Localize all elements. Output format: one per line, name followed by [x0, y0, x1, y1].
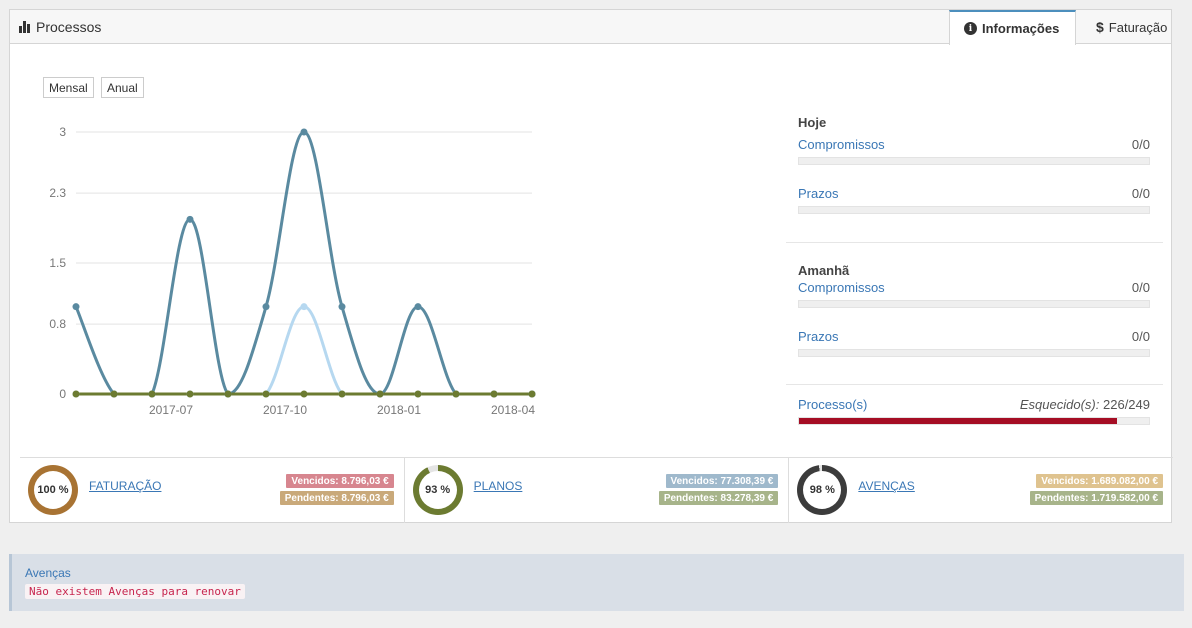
y-tick-label: 3	[59, 125, 66, 139]
data-point	[72, 303, 80, 311]
data-point	[300, 303, 308, 311]
series-line	[76, 305, 532, 396]
progress-ring: 100 %	[28, 465, 78, 515]
progress-ring: 93 %	[412, 465, 463, 515]
x-tick-label: 2017-07	[149, 403, 193, 417]
bar-chart-icon	[19, 21, 30, 33]
data-point	[110, 390, 118, 398]
monthly-button[interactable]: Mensal	[43, 77, 94, 98]
tomorrow-appointments-row: Compromissos 0/0	[798, 280, 1150, 295]
data-point	[338, 390, 346, 398]
tomorrow-deadlines-link[interactable]: Prazos	[798, 329, 839, 344]
data-point	[490, 390, 498, 398]
stat-avencas-link[interactable]: AVENÇAS	[858, 479, 915, 493]
stats-bar: 100 % FATURAÇÃO Vencidos: 8.796,03 € Pen…	[20, 457, 1173, 523]
divider	[786, 242, 1163, 243]
forgotten-processes-progress	[798, 417, 1150, 425]
today-deadlines-progress	[798, 206, 1150, 214]
ring-percent: 93 %	[418, 471, 457, 509]
data-point	[338, 303, 346, 311]
data-point	[224, 390, 232, 398]
y-tick-label: 0	[59, 387, 66, 401]
stat-faturacao: 100 % FATURAÇÃO Vencidos: 8.796,03 € Pen…	[20, 458, 405, 523]
pending-badge: Pendentes: 83.278,39 €	[658, 491, 779, 505]
forgotten-processes: Esquecido(s): 226/249	[1020, 397, 1150, 412]
today-heading: Hoje	[798, 115, 827, 130]
data-point	[452, 390, 460, 398]
x-tick-label: 2018-01	[377, 403, 421, 417]
stat-planos: 93 % PLANOS Vencidos: 77.308,39 € Penden…	[405, 458, 790, 523]
today-deadlines-link[interactable]: Prazos	[798, 186, 839, 201]
due-badge: Vencidos: 8.796,03 €	[286, 474, 394, 488]
today-deadlines-value: 0/0	[1131, 186, 1150, 201]
avencas-alert: Avenças Não existem Avenças para renovar	[9, 554, 1184, 611]
tab-informacoes-label: Informações	[982, 21, 1060, 36]
series-line	[74, 130, 532, 396]
data-point	[414, 303, 422, 311]
ring-percent: 100 %	[34, 471, 72, 509]
data-point	[148, 390, 156, 398]
forgotten-value: 226/249	[1103, 397, 1150, 412]
tab-faturacao[interactable]: $ Faturação	[1082, 10, 1181, 44]
forgotten-label: Esquecido(s):	[1019, 397, 1100, 412]
due-badge: Vencidos: 1.689.082,00 €	[1036, 474, 1164, 488]
panel-title-text: Processos	[36, 19, 102, 35]
data-point	[72, 390, 80, 398]
alert-title: Avenças	[25, 566, 71, 580]
alert-message: Não existem Avenças para renovar	[25, 584, 245, 599]
x-tick-label: 2018-04	[491, 403, 535, 417]
tomorrow-deadlines-row: Prazos 0/0	[798, 329, 1150, 344]
data-point	[262, 303, 270, 311]
info-circle-icon: i	[964, 22, 977, 35]
tab-informacoes[interactable]: i Informações	[949, 10, 1076, 45]
processes-panel: Processos i Informações $ Faturação Mens…	[9, 9, 1173, 523]
tomorrow-section: Amanhã Compromissos 0/0 Prazos 0/0	[798, 263, 1150, 357]
data-point	[186, 215, 194, 223]
y-tick-label: 1.5	[49, 256, 66, 270]
tomorrow-appointments-value: 0/0	[1131, 280, 1150, 295]
dollar-icon: $	[1096, 19, 1104, 35]
data-point	[414, 390, 422, 398]
processes-row: Processo(s) Esquecido(s): 226/249	[798, 397, 1150, 412]
x-tick-label: 2017-10	[263, 403, 307, 417]
today-appointments-link[interactable]: Compromissos	[798, 137, 885, 152]
progress-ring: 98 %	[797, 465, 848, 515]
y-tick-label: 2.3	[49, 186, 66, 200]
tomorrow-deadlines-value: 0/0	[1131, 329, 1150, 344]
tomorrow-heading: Amanhã	[798, 263, 850, 278]
pending-badge: Pendentes: 1.719.582,00 €	[1029, 491, 1164, 505]
data-point	[376, 390, 384, 398]
data-point	[262, 390, 270, 398]
data-point	[528, 390, 536, 398]
ring-percent: 98 %	[803, 471, 842, 509]
tomorrow-deadlines-progress	[798, 349, 1150, 357]
panel-header: Processos i Informações $ Faturação	[10, 10, 1171, 45]
processes-section: Processo(s) Esquecido(s): 226/249	[798, 397, 1150, 425]
today-appointments-value: 0/0	[1131, 137, 1150, 152]
divider	[786, 384, 1163, 385]
tomorrow-appointments-progress	[798, 300, 1150, 308]
today-section: Hoje Compromissos 0/0 Prazos 0/0	[798, 115, 1150, 214]
yearly-button[interactable]: Anual	[101, 77, 144, 98]
pending-badge: Pendentes: 8.796,03 €	[279, 491, 394, 505]
processes-line-chart: 3 2.3 1.5 0.8 0 2017-07 2017-10 2018-01 2018-04	[49, 125, 536, 417]
today-deadlines-row: Prazos 0/0	[798, 186, 1150, 201]
processes-link[interactable]: Processo(s)	[798, 397, 868, 412]
data-point	[300, 390, 308, 398]
panel-title: Processos	[19, 19, 101, 35]
tab-faturacao-label: Faturação	[1108, 19, 1168, 35]
data-point	[186, 390, 194, 398]
today-appointments-progress	[798, 157, 1150, 165]
stat-avencas: 98 % AVENÇAS Vencidos: 1.689.082,00 € Pe…	[789, 458, 1173, 523]
y-tick-label: 0.8	[49, 317, 66, 331]
stat-planos-link[interactable]: PLANOS	[473, 479, 523, 493]
tomorrow-appointments-link[interactable]: Compromissos	[798, 280, 885, 295]
stat-faturacao-link[interactable]: FATURAÇÃO	[89, 479, 162, 493]
due-badge: Vencidos: 77.308,39 €	[665, 474, 779, 488]
data-point	[300, 128, 308, 136]
today-appointments-row: Compromissos 0/0	[798, 137, 1150, 152]
